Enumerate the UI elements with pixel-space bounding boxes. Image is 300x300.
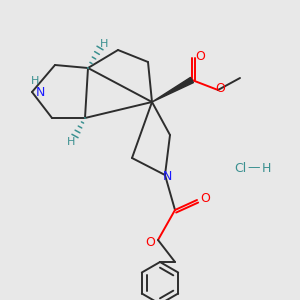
Text: —: — — [248, 161, 260, 175]
Text: O: O — [195, 50, 205, 62]
Text: N: N — [35, 86, 45, 100]
Text: N: N — [162, 170, 172, 184]
Text: H: H — [31, 76, 39, 86]
Text: O: O — [145, 236, 155, 248]
Text: H: H — [261, 161, 271, 175]
Text: Cl: Cl — [234, 161, 246, 175]
Text: O: O — [215, 82, 225, 94]
Polygon shape — [152, 77, 194, 102]
Text: H: H — [100, 39, 108, 49]
Text: O: O — [200, 191, 210, 205]
Text: H: H — [67, 137, 75, 147]
